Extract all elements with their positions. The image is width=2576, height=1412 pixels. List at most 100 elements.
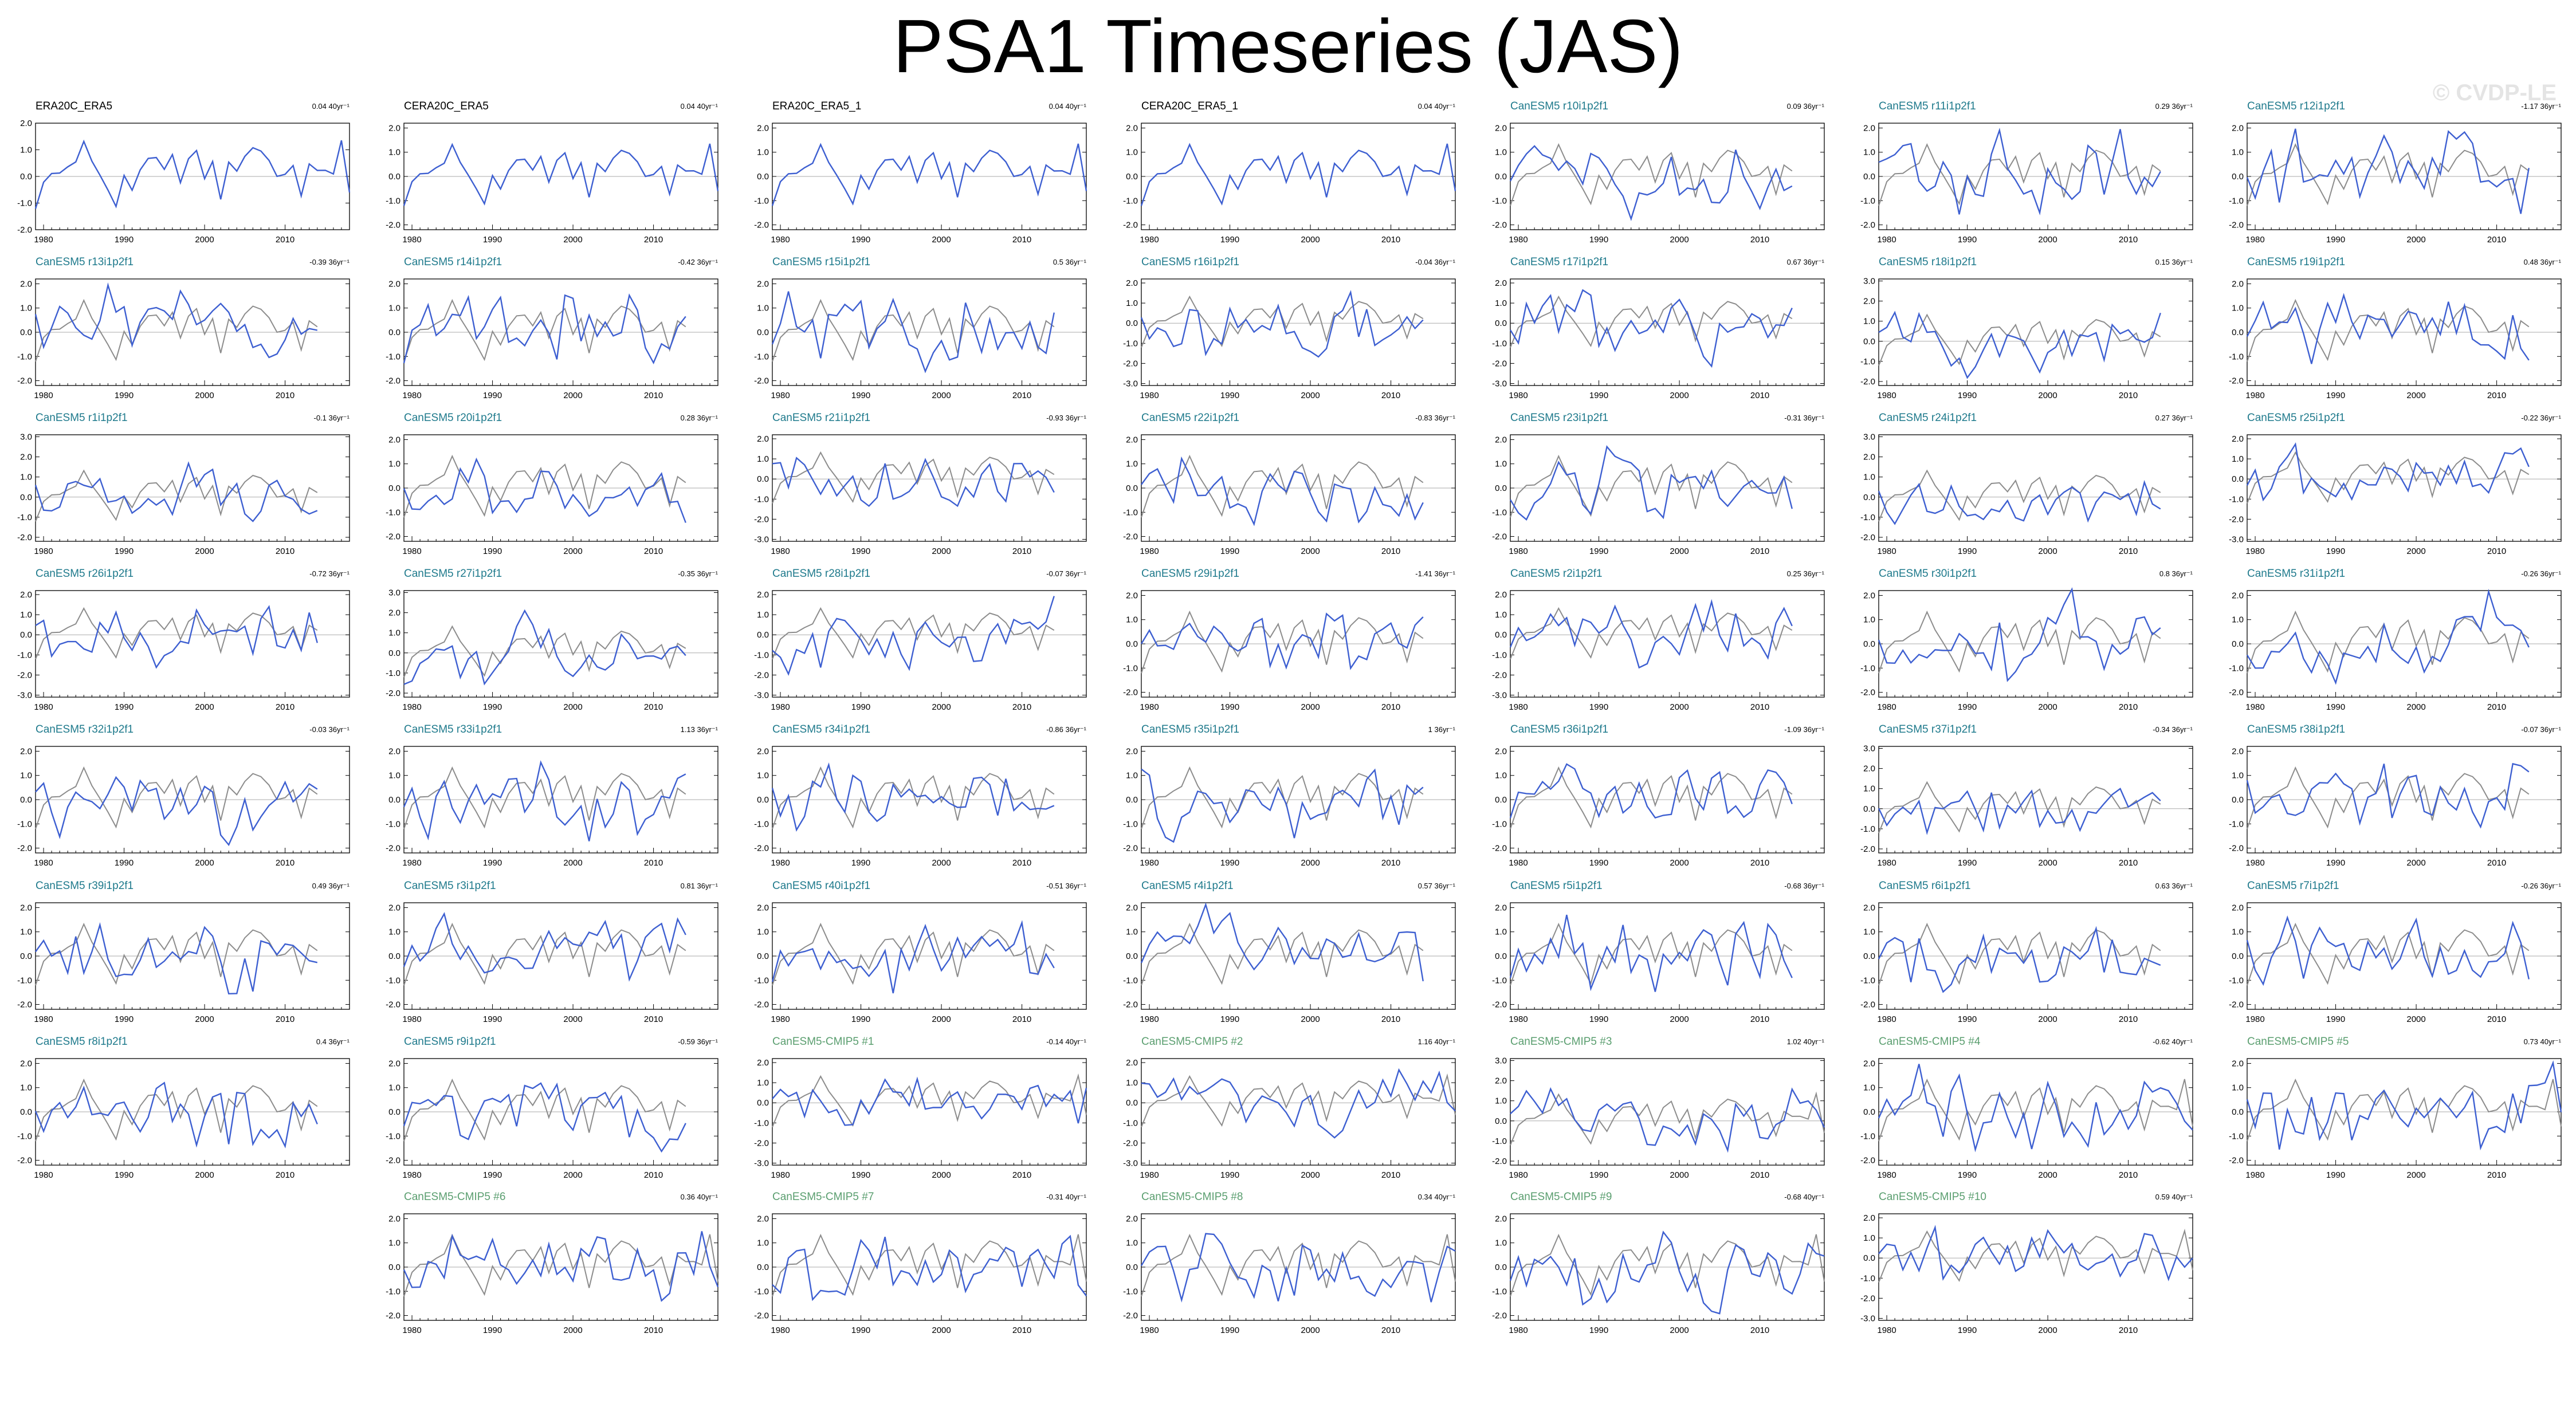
model-series-line	[771, 291, 1055, 373]
panel-title: CanESM5 r26i1p2f1	[36, 568, 134, 580]
y-tick-label: 2.0	[2232, 1059, 2244, 1068]
y-tick-label: 1.0	[1863, 148, 1875, 158]
timeseries-panel: CanESM5-CMIP5 #7 -0.31 40yr⁻¹ 2.0 1.0 0.0 -1.…	[754, 1191, 1126, 1343]
panel-title: CanESM5 r2i1p2f1	[1510, 568, 1603, 580]
panel-trend: 0.67 36yr⁻¹	[1786, 258, 1824, 266]
panel-title: CanESM5 r12i1p2f1	[2247, 100, 2346, 112]
obs-series-line	[1510, 607, 1793, 660]
x-tick-label: 1990	[1589, 546, 1608, 556]
y-tick-label: -2.0	[1492, 1157, 1507, 1166]
obs-series-line	[772, 922, 1055, 986]
y-tick-label: -1.0	[1492, 650, 1507, 660]
y-tick-label: -1.0	[754, 650, 769, 660]
panel-trend: -0.42 36yr⁻¹	[678, 258, 718, 266]
x-tick-label: 1980	[1877, 1326, 1896, 1335]
y-tick-label: 2.0	[2232, 123, 2244, 133]
panel-trend: 0.29 36yr⁻¹	[2155, 102, 2193, 111]
y-tick-label: 1.0	[20, 473, 32, 482]
panel-title: CanESM5 r35i1p2f1	[1141, 723, 1240, 736]
x-tick-label: 2010	[1381, 546, 1400, 556]
y-tick-label: -2.0	[1123, 688, 1138, 698]
x-tick-label: 1990	[1220, 858, 1239, 868]
model-series-line	[771, 143, 1087, 206]
y-tick-label: 1.0	[388, 927, 400, 937]
timeseries-panel: CanESM5 r23i1p2f1 -0.31 36yr⁻¹ 2.0 1.0 0.0 -1…	[1492, 412, 1864, 564]
y-tick-label: 0.0	[757, 172, 769, 182]
x-tick-label: 2000	[1301, 235, 1320, 245]
panel-title: CanESM5 r15i1p2f1	[772, 256, 871, 268]
y-tick-label: 1.0	[1495, 459, 1507, 469]
y-tick-label: 1.0	[1863, 1233, 1875, 1243]
y-tick-label: -1.0	[386, 1287, 400, 1296]
panel-trend: 0.4 36yr⁻¹	[316, 1037, 350, 1046]
x-tick-label: 2010	[1750, 1326, 1769, 1335]
y-tick-label: -1.0	[2229, 352, 2244, 361]
y-tick-label: 2.0	[2232, 903, 2244, 913]
panel-trend: -1.41 36yr⁻¹	[1415, 569, 1455, 578]
y-tick-label: 2.0	[388, 123, 400, 133]
model-series-line	[1878, 788, 2161, 835]
y-tick-label: 0.0	[1495, 318, 1507, 328]
y-tick-label: -1.0	[1492, 1287, 1507, 1296]
x-tick-label: 1980	[1140, 1326, 1159, 1335]
plot-frame	[772, 1058, 1087, 1166]
y-tick-label: 2.0	[2232, 279, 2244, 289]
y-tick-label: -1.0	[754, 196, 769, 206]
x-tick-label: 1990	[115, 858, 133, 868]
x-tick-label: 1990	[1958, 235, 1977, 245]
y-tick-label: 2.0	[757, 1214, 769, 1224]
x-tick-label: 1980	[402, 1326, 421, 1335]
y-tick-label: -2.0	[1492, 844, 1507, 854]
y-tick-label: 0.0	[1126, 951, 1138, 961]
x-tick-label: 1980	[34, 235, 53, 245]
model-series-line	[35, 605, 318, 669]
x-tick-label: 1990	[483, 546, 502, 556]
y-tick-label: 0.0	[388, 1262, 400, 1272]
x-tick-label: 2010	[644, 235, 663, 245]
x-tick-label: 2010	[276, 391, 294, 400]
x-tick-label: 1990	[1958, 702, 1977, 712]
y-tick-label: 1.0	[757, 454, 769, 464]
panel-trend: -0.07 36yr⁻¹	[1046, 569, 1086, 578]
y-tick-label: -1.0	[2229, 819, 2244, 829]
panel-trend: -0.22 36yr⁻¹	[2521, 414, 2561, 422]
model-series-line	[1878, 587, 2161, 682]
timeseries-panel: CanESM5 r30i1p2f1 0.8 36yr⁻¹ 2.0 1.0 0.0 -1.0…	[1860, 568, 2233, 720]
obs-series-line	[1510, 922, 1793, 986]
timeseries-panel: CanESM5 r13i1p2f1 -0.39 36yr⁻¹ 2.0 1.0 0.0 -1…	[17, 256, 390, 408]
y-tick-label: -1.0	[386, 508, 400, 517]
y-tick-label: 1.0	[757, 1078, 769, 1088]
model-series-line	[34, 1081, 318, 1149]
y-tick-label: 2.0	[1126, 278, 1138, 288]
x-tick-label: 2000	[2406, 546, 2425, 556]
y-tick-label: 2.0	[1863, 591, 1875, 600]
page-title: PSA1 Timeseries (JAS)	[893, 4, 1683, 88]
y-tick-label: 3.0	[1863, 277, 1875, 286]
x-tick-label: 2010	[276, 546, 294, 556]
panel-title: CanESM5 r38i1p2f1	[2247, 723, 2346, 736]
plot-frame	[1878, 434, 2193, 542]
obs-series-line	[35, 469, 318, 522]
x-tick-label: 2000	[563, 702, 582, 712]
x-tick-label: 2000	[563, 546, 582, 556]
panel-trend: -0.68 40yr⁻¹	[1784, 1193, 1824, 1201]
panel-trend: -0.07 36yr⁻¹	[2521, 725, 2561, 734]
y-tick-label: 2.0	[2232, 434, 2244, 444]
y-tick-label: 3.0	[388, 588, 400, 598]
x-tick-label: 1990	[483, 1170, 502, 1180]
panel-trend: 1.13 36yr⁻¹	[680, 725, 718, 734]
panel-trend: -0.26 36yr⁻¹	[2521, 882, 2561, 890]
x-tick-label: 2000	[1301, 1326, 1320, 1335]
x-tick-label: 2000	[2038, 235, 2057, 245]
model-series-line	[1140, 290, 1424, 358]
y-tick-label: 1.0	[1126, 459, 1138, 469]
x-tick-label: 2000	[1301, 546, 1320, 556]
panel-title: CanESM5 r16i1p2f1	[1141, 256, 1240, 268]
y-tick-label: 1.0	[1863, 615, 1875, 625]
